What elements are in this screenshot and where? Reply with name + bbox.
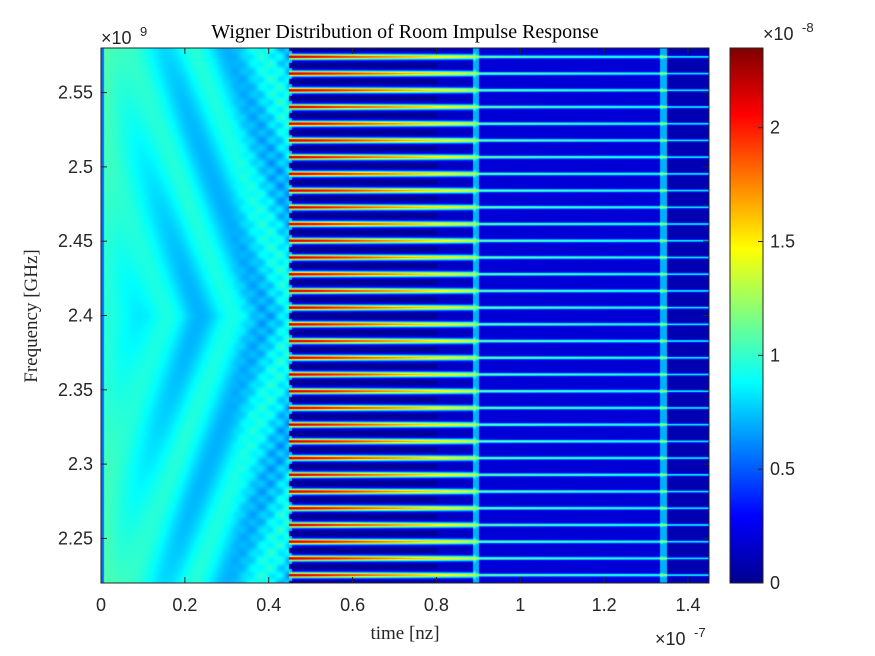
x-tick-label: 0.6: [340, 595, 365, 615]
colorbar-exponent: ×10 -8: [763, 20, 814, 44]
y-tick-label: 2.45: [58, 231, 93, 251]
y-axis-exponent: ×10 9: [101, 24, 147, 48]
svg-text:-7: -7: [694, 625, 706, 640]
colorbar-tick-label: 2: [770, 118, 780, 138]
svg-text:×10: ×10: [655, 629, 686, 649]
x-tick-label: 0.8: [424, 595, 449, 615]
x-tick-label: 0.2: [172, 595, 197, 615]
y-tick-label: 2.55: [58, 83, 93, 103]
y-tick-label: 2.4: [68, 306, 93, 326]
x-axis-exponent: ×10 -7: [655, 625, 706, 649]
y-tick-label: 2.35: [58, 380, 93, 400]
heatmap-image: [101, 48, 709, 583]
x-tick-label: 1.2: [592, 595, 617, 615]
x-axis-ticks: 0 0.2 0.4 0.6 0.8 1 1.2 1.4: [96, 48, 701, 615]
colorbar-tick-label: 0: [770, 573, 780, 593]
svg-text:-8: -8: [802, 20, 814, 35]
y-tick-label: 2.25: [58, 528, 93, 548]
svg-text:9: 9: [140, 24, 147, 39]
colorbar: 0 0.5 1 1.5 2 ×10 -8: [729, 20, 814, 593]
x-tick-label: 1: [515, 595, 525, 615]
x-tick-label: 1.4: [676, 595, 701, 615]
x-tick-label: 0: [96, 595, 106, 615]
svg-text:×10: ×10: [763, 24, 794, 44]
y-axis-label: Frequency [GHz]: [21, 249, 42, 382]
colorbar-gradient: [729, 47, 764, 584]
colorbar-tick-label: 1: [770, 345, 780, 365]
colorbar-ticks: 0 0.5 1 1.5 2: [758, 118, 795, 593]
svg-text:×10: ×10: [101, 28, 132, 48]
x-tick-label: 0.4: [256, 595, 281, 615]
colorbar-tick-label: 1.5: [770, 232, 795, 252]
heatmap: [101, 48, 709, 583]
x-axis-label: time [nz]: [370, 623, 439, 644]
chart-title: Wigner Distribution of Room Impulse Resp…: [211, 21, 599, 43]
y-tick-label: 2.5: [68, 157, 93, 177]
y-tick-label: 2.3: [68, 454, 93, 474]
y-axis-ticks: 2.25 2.3 2.35 2.4 2.45 2.5 2.55: [58, 83, 709, 548]
colorbar-tick-label: 0.5: [770, 459, 795, 479]
